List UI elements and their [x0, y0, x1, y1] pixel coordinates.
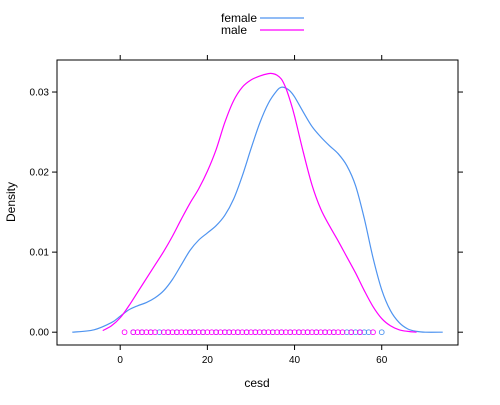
rug-point-male: [357, 329, 363, 336]
x-tick-label: 20: [202, 355, 214, 366]
rug-point-male: [121, 329, 128, 336]
y-tick-label: 0.02: [30, 168, 50, 179]
x-axis-title: cesd: [244, 376, 269, 390]
x-tick-label: 40: [289, 355, 301, 366]
y-tick-label: 0.03: [30, 88, 50, 99]
rug-point-female: [378, 329, 385, 336]
legend-label-male: male: [221, 23, 247, 37]
legend-label-female: female: [221, 11, 257, 25]
rug-points: [121, 329, 385, 336]
x-tick-label: 60: [376, 355, 388, 366]
x-tick-label: 0: [117, 355, 123, 366]
y-tick-label: 0.00: [30, 328, 50, 339]
series-lines: [72, 72, 443, 333]
y-axis-title: Density: [4, 182, 18, 222]
rug-point-male: [348, 329, 355, 336]
density-line-female: [72, 86, 443, 333]
axes: 0 20 40 60 0.00 0.01 0.02 0.03: [30, 55, 463, 366]
rug-point-male: [339, 329, 346, 336]
rug-point-male: [152, 329, 158, 336]
plot-frame: [56, 59, 459, 346]
y-tick-label: 0.01: [30, 248, 50, 259]
density-line-male: [102, 72, 417, 333]
rug-point-male: [370, 329, 376, 336]
